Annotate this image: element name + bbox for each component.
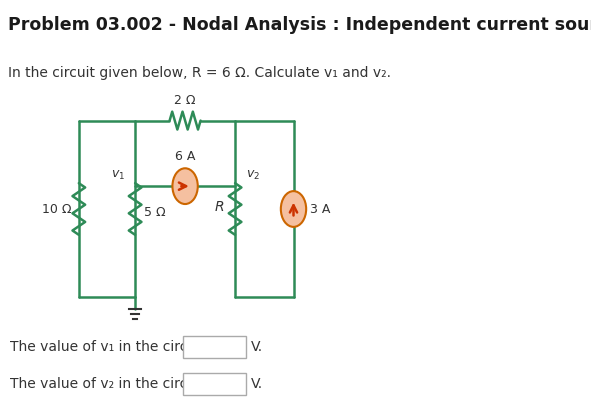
Text: 2 Ω: 2 Ω [174, 94, 196, 107]
Text: 3 A: 3 A [310, 202, 330, 215]
Text: $v_1$: $v_1$ [111, 169, 125, 182]
Text: 5 Ω: 5 Ω [144, 207, 166, 220]
Text: $v_2$: $v_2$ [246, 169, 261, 182]
Text: $R$: $R$ [214, 200, 225, 214]
FancyBboxPatch shape [183, 373, 246, 395]
Text: 6 A: 6 A [175, 150, 195, 163]
FancyBboxPatch shape [183, 336, 246, 358]
Circle shape [281, 191, 306, 227]
Text: Problem 03.002 - Nodal Analysis : Independent current sources: Problem 03.002 - Nodal Analysis : Indepe… [8, 16, 591, 34]
Text: V.: V. [251, 377, 262, 391]
Circle shape [173, 168, 198, 204]
Text: The value of v₁ in the circuit is: The value of v₁ in the circuit is [10, 340, 220, 354]
Text: 10 Ω: 10 Ω [43, 202, 72, 215]
Text: 36: 36 [226, 377, 243, 391]
Text: The value of v₂ in the circuit is: The value of v₂ in the circuit is [10, 377, 220, 391]
Text: V.: V. [251, 340, 262, 354]
Text: In the circuit given below, R = 6 Ω. Calculate v₁ and v₂.: In the circuit given below, R = 6 Ω. Cal… [8, 66, 391, 80]
